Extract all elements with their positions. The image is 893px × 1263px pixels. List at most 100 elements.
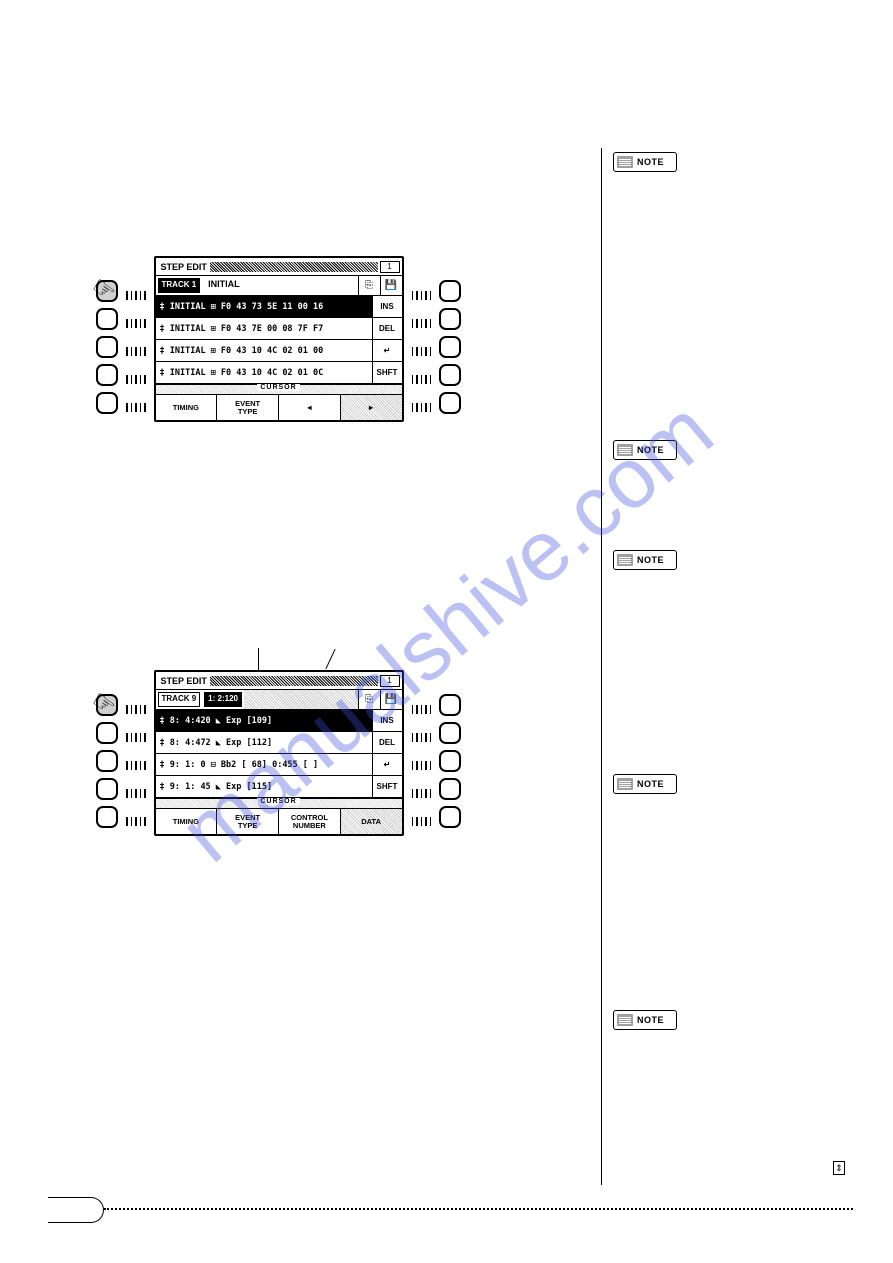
button-j[interactable] [439,806,461,828]
event-type-tab[interactable]: EVENT TYPE [217,395,279,420]
lcd-footer: TIMING EVENT TYPE ◄ ► [156,394,402,420]
button-c[interactable] [96,336,118,358]
button-e[interactable] [96,806,118,828]
cursor-divider: CURSOR [156,384,402,394]
note-label: NOTE [637,779,664,789]
button-d[interactable] [96,364,118,386]
lcd-title-bar: STEP EDIT 1 [156,672,402,690]
keyboard-icon [617,554,633,566]
disk-icon[interactable]: 💾 [380,690,402,709]
event-data: ‡ 8: 4:420 ◣ Exp [109] [156,710,372,731]
button-h[interactable] [439,750,461,772]
callout-line [325,649,335,669]
header-label: INITIAL [202,276,357,295]
page-indicator: 1 [380,261,400,273]
left-ticks [126,670,146,832]
cursor-left[interactable]: ◄ [279,395,341,420]
button-b[interactable] [96,308,118,330]
note-badge: NOTE [613,440,677,460]
shft-button[interactable]: SHFT [372,776,402,797]
event-data: ‡ 9: 1: 45 ◣ Exp [115] [156,776,372,797]
header-pattern [244,690,358,709]
button-g[interactable] [439,722,461,744]
callout-line [258,648,259,670]
right-buttons [439,256,461,414]
keyboard-icon [617,444,633,456]
right-ticks [412,670,432,832]
track-chip[interactable]: TRACK 1 [158,278,201,293]
data-tab[interactable]: DATA [341,809,402,834]
disk-icon[interactable]: 💾 [380,276,402,295]
note-badge: NOTE [613,152,677,172]
lcd-footer: TIMING EVENT TYPE CONTROL NUMBER DATA [156,808,402,834]
bottom-divider [104,1208,853,1210]
button-b[interactable] [96,722,118,744]
button-h[interactable] [439,336,461,358]
button-g[interactable] [439,308,461,330]
note-label: NOTE [637,555,664,565]
note-badge: NOTE [613,550,677,570]
button-j[interactable] [439,392,461,414]
timing-tab[interactable]: TIMING [156,809,218,834]
button-i[interactable] [439,364,461,386]
note-badge: NOTE [613,1010,677,1030]
lcd-title-bar: STEP EDIT 1 [156,258,402,276]
note-label: NOTE [637,157,664,167]
title-pattern [210,262,378,272]
event-data: ‡ INITIAL ⊞ F0 43 10 4C 02 01 00 [156,340,372,361]
keyboard-icon [617,778,633,790]
button-i[interactable] [439,778,461,800]
event-row[interactable]: ‡ INITIAL ⊞ F0 43 10 4C 02 01 00 ↵ [156,340,402,362]
event-row[interactable]: ‡ INITIAL ⊞ F0 43 10 4C 02 01 0C SHFT [156,362,402,384]
shft-button[interactable]: SHFT [372,362,402,383]
button-d[interactable] [96,778,118,800]
cursor-divider: CURSOR [156,798,402,808]
control-number-tab[interactable]: CONTROL NUMBER [279,809,341,834]
lcd-header: TRACK 1 INITIAL ⎘ 💾 [156,276,402,296]
event-row[interactable]: ‡ INITIAL ⊞ F0 43 73 5E 11 00 16 INS [156,296,402,318]
note-label: NOTE [637,1015,664,1025]
ins-button[interactable]: INS [372,296,402,317]
event-row[interactable]: ‡ 8: 4:420 ◣ Exp [109] INS [156,710,402,732]
ins-button[interactable]: INS [372,710,402,731]
event-row[interactable]: ‡ 8: 4:472 ◣ Exp [112] DEL [156,732,402,754]
link-icon[interactable]: ⎘ [358,690,380,709]
event-data: ‡ 9: 1: 0 ⊟ Bb2 [ 68] 0:455 [ ] [156,754,372,775]
event-row[interactable]: ‡ 9: 1: 45 ◣ Exp [115] SHFT [156,776,402,798]
note-badge: NOTE [613,774,677,794]
lcd-header: TRACK 9 1: 2:120 ⎘ 💾 [156,690,402,710]
event-data: ‡ INITIAL ⊞ F0 43 73 5E 11 00 16 [156,296,372,317]
page-indicator: 1 [380,675,400,687]
timing-tab[interactable]: TIMING [156,395,218,420]
button-c[interactable] [96,750,118,772]
button-f[interactable] [439,694,461,716]
note-label: NOTE [637,445,664,455]
link-icon[interactable]: ⎘ [358,276,380,295]
measure-chip[interactable]: 1: 2:120 [204,692,242,707]
right-ticks [412,256,432,418]
column-divider [601,148,602,1185]
del-button[interactable]: DEL [372,732,402,753]
scroll-icon: ⇕ [833,1161,845,1175]
event-data: ‡ INITIAL ⊞ F0 43 10 4C 02 01 0C [156,362,372,383]
left-ticks [126,256,146,418]
lcd-assembly-1: ☞ STEP EDIT 1 TRACK 1 INITIAL ⎘ 💾 ‡ INIT… [96,256,461,422]
event-data: ‡ 8: 4:472 ◣ Exp [112] [156,732,372,753]
cursor-right[interactable]: ► [341,395,402,420]
title-pattern [210,676,378,686]
lcd-title: STEP EDIT [158,676,210,686]
lcd-title: STEP EDIT [158,262,210,272]
event-type-tab[interactable]: EVENT TYPE [217,809,279,834]
keyboard-icon [617,156,633,168]
event-row[interactable]: ‡ INITIAL ⊞ F0 43 7E 00 08 7F F7 DEL [156,318,402,340]
button-f[interactable] [439,280,461,302]
enter-button[interactable]: ↵ [372,340,402,361]
page-number-tab [48,1197,104,1223]
button-e[interactable] [96,392,118,414]
del-button[interactable]: DEL [372,318,402,339]
right-buttons [439,670,461,828]
event-row[interactable]: ‡ 9: 1: 0 ⊟ Bb2 [ 68] 0:455 [ ] ↵ [156,754,402,776]
lcd-assembly-2: ☞ STEP EDIT 1 TRACK 9 1: 2:120 ⎘ 💾 ‡ 8: … [96,670,461,836]
enter-button[interactable]: ↵ [372,754,402,775]
track-chip[interactable]: TRACK 9 [158,692,201,707]
